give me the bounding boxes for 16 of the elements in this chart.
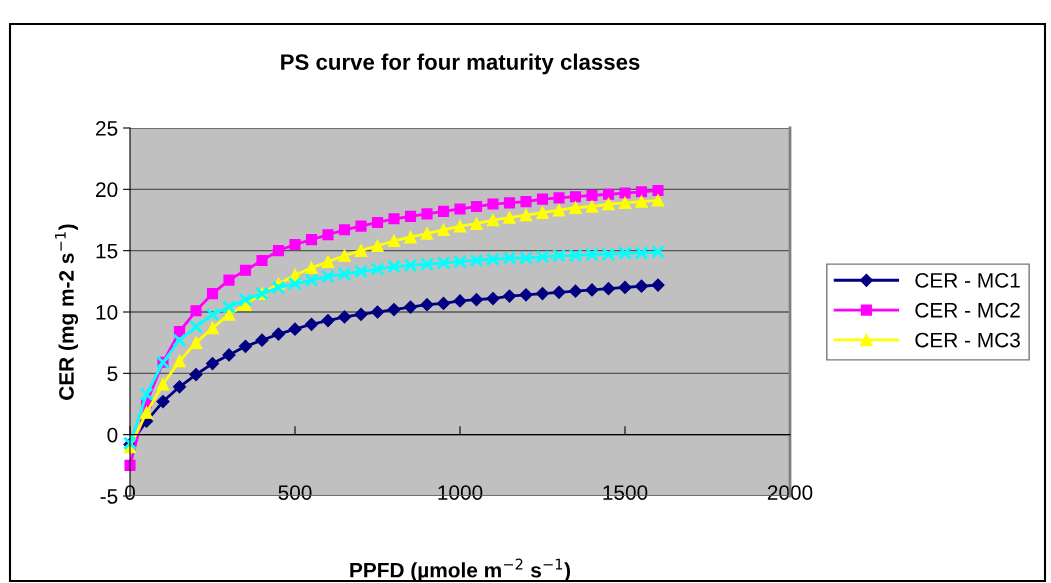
y-tick-label: 10 [96,305,118,320]
y-tick-label: -5 [100,489,118,504]
y-tick-label: 5 [107,366,118,382]
x-tick-label: 500 [278,485,312,500]
legend-label: CER - MC2 [915,302,1020,318]
y-axis-title: CER (mg m-2 s$^{−1}$) [55,224,79,400]
legend-label: CER - MC3 [915,332,1020,348]
y-tick-label: 25 [96,121,118,136]
y-tick-label: 0 [107,427,118,443]
x-tick-label: 2000 [767,485,813,500]
legend-label: CER - MC1 [915,273,1020,288]
x-tick-label: 1500 [603,485,648,500]
chart-title: PS curve for four maturity classes [281,53,640,75]
y-tick-label: 15 [96,243,118,259]
x-tick-label: 1000 [438,485,483,500]
y-tick-label: 20 [96,182,118,198]
